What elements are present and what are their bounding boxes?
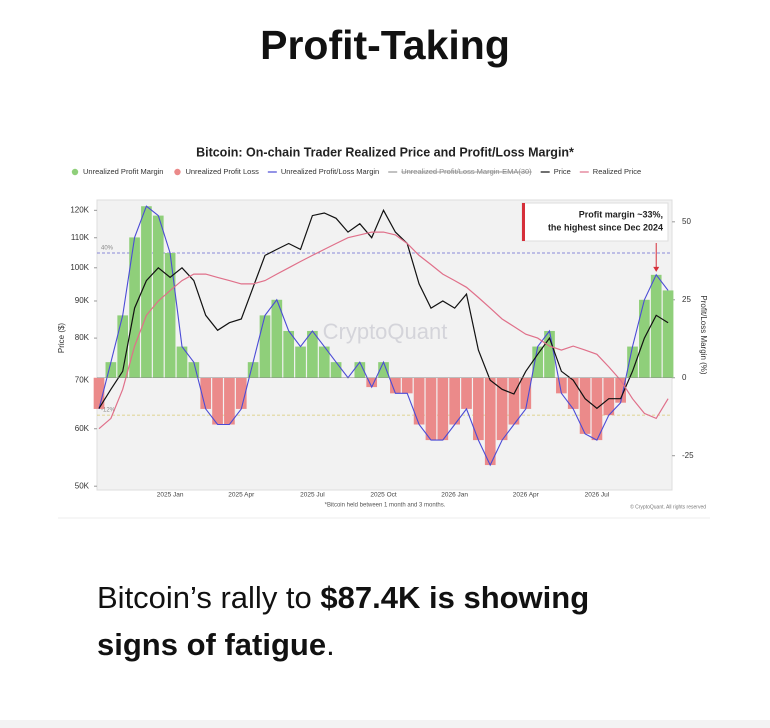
margin-bar [93,377,105,409]
margin-bar [105,362,117,378]
body-emphasis: $87.4K is showing signs of fatigue [97,580,590,662]
margin-bar [567,377,579,409]
margin-bar [390,377,401,394]
margin-bar [152,215,164,378]
series-line [98,208,669,410]
margin-bar [461,377,472,409]
bottom-bar [0,720,770,728]
margin-bar [188,362,200,378]
margin-bar [176,346,188,378]
chart-title: Bitcoin: On-chain Trader Realized Price … [196,145,574,159]
margin-bar [496,377,508,441]
y-tick-label: 120K [70,205,89,214]
margin-bar [307,330,318,378]
margin-bar [556,377,567,394]
annotation-accent [522,203,525,241]
y2-tick-label: -25 [682,451,694,460]
margin-bar [650,274,662,378]
x-tick-label: 2026 Jan [441,492,468,499]
footnote: *Bitcoin held between 1 month and 3 mont… [325,503,446,509]
body-lead: Bitcoin’s rally to [97,580,321,615]
margin-bar [295,346,306,378]
y-tick-label: 60K [75,424,90,433]
margin-bar [247,362,259,378]
margin-bar [378,362,389,378]
y-tick-label: 80K [75,333,90,342]
annotation-text: Profit margin ~33%, [579,209,663,219]
margin-bar [330,362,342,378]
margin-bar [117,315,129,378]
y2-tick-label: 25 [682,295,691,304]
margin-bar [259,315,271,378]
margin-bar [283,330,295,378]
margin-bar [164,253,176,378]
y-tick-label: 70K [75,375,90,384]
x-tick-label: 2025 Jan [157,492,184,499]
annotation-text: the highest since Dec 2024 [548,222,663,232]
legend-label: Unrealized Profit/Loss Margin-EMA(30) [401,167,532,176]
margin-bar [473,377,484,441]
margin-bar [354,362,366,378]
reference-label: -12% [101,408,116,414]
x-tick-label: 2025 Apr [228,492,255,499]
margin-bar [520,377,532,409]
margin-bar [271,299,283,378]
margin-bar [615,377,626,403]
legend-marker [71,168,79,176]
margin-bar [141,206,152,378]
margin-bar [413,377,425,425]
x-tick-label: 2026 Jul [585,492,610,499]
margin-bar [401,377,413,394]
x-tick-label: 2025 Jul [300,492,325,499]
margin-bar [212,377,223,425]
annotation-arrowhead [653,266,660,272]
legend-label: Unrealized Profit Loss [185,167,259,176]
x-tick-label: 2026 Apr [513,492,540,499]
y-axis-label: Price ($) [57,323,66,354]
reference-label: 40% [101,246,114,252]
legend-label: Unrealized Profit Margin [83,167,163,176]
page-title: Profit-Taking [260,22,510,68]
margin-bar [235,377,247,409]
margin-bar [579,377,591,434]
margin-bar [532,346,543,378]
y-tick-label: 110K [71,233,90,242]
legend-marker [174,168,181,176]
legend-label: Price [554,167,571,176]
x-tick-label: 2025 Oct [370,492,397,499]
margin-bar [366,377,378,388]
annotation-box [521,202,669,242]
margin-bar [437,377,449,441]
series-line [98,231,669,430]
y2-axis-label: Profit/Loss Margin (%) [699,295,708,374]
body-end: . [326,627,335,662]
credit: © CryptoQuant. All rights reserved [630,503,706,510]
plot-area [96,199,673,491]
margin-bar [544,330,555,378]
series-line [98,205,669,467]
y-tick-label: 100K [70,263,89,272]
margin-bar [200,377,212,409]
watermark: CryptoQuant [323,319,448,344]
legend-label: Unrealized Profit/Loss Margin [281,167,379,176]
margin-bar [449,377,461,425]
body-text: Bitcoin’s rally to $87.4K is showing sig… [97,574,657,668]
y2-tick-label: 0 [682,373,687,382]
y-tick-label: 50K [75,481,90,490]
margin-bar [318,346,330,378]
y-tick-label: 90K [75,296,90,305]
margin-bar [662,290,674,378]
margin-bar [425,377,437,441]
margin-bar [627,346,638,378]
margin-bar [484,377,496,466]
margin-bar [224,377,235,425]
y2-tick-label: 50 [682,217,691,226]
margin-bar [508,377,520,425]
margin-bar [603,377,615,416]
legend-label: Realized Price [593,167,641,176]
